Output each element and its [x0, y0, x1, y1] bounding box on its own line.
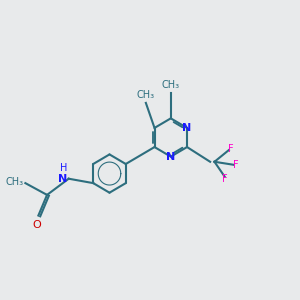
- Text: F: F: [227, 143, 233, 154]
- Text: F: F: [233, 160, 239, 170]
- Text: F: F: [222, 174, 227, 184]
- Text: N: N: [58, 174, 67, 184]
- Text: CH₃: CH₃: [137, 90, 155, 100]
- Text: H: H: [60, 163, 67, 173]
- Text: CH₃: CH₃: [162, 80, 180, 90]
- Text: N: N: [166, 152, 176, 162]
- Text: N: N: [182, 123, 192, 133]
- Text: CH₃: CH₃: [6, 177, 24, 187]
- Text: O: O: [32, 220, 41, 230]
